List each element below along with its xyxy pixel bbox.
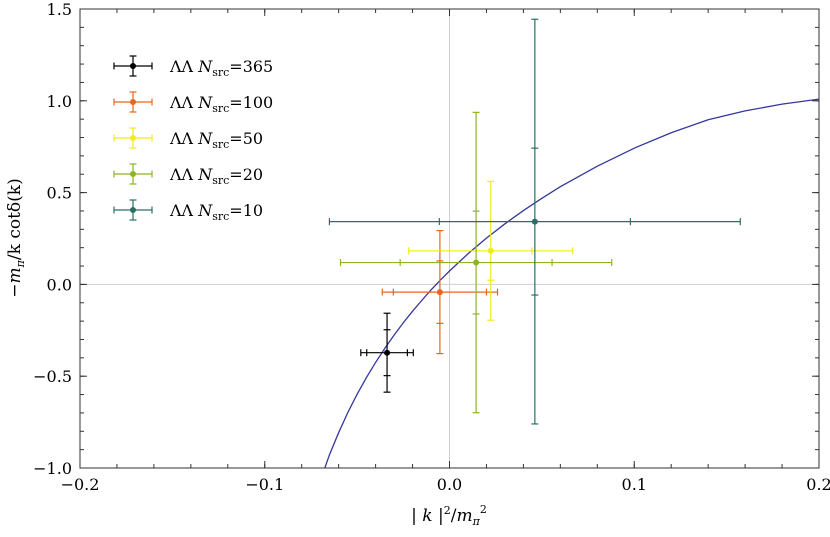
data-point — [384, 349, 391, 356]
x-tick-label: 0.1 — [622, 475, 647, 494]
legend-entry: ΛΛ Nsrc=365 — [113, 55, 273, 79]
x-axis-title-part: k — [422, 506, 432, 526]
legend-label-sub: src — [212, 174, 229, 187]
data-point-group — [328, 18, 741, 425]
fit-curve-layer — [324, 98, 820, 469]
x-axis-title-part: m — [456, 506, 472, 526]
y-tick-label: 1.5 — [47, 0, 72, 19]
y-tick-label: 0.5 — [47, 184, 72, 203]
legend-label-var: N — [197, 201, 213, 220]
y-axis-label: −mπ/k cotδ(k) — [5, 178, 27, 297]
y-axis-title-part: m — [5, 267, 25, 283]
y-tick-label: 1.0 — [47, 92, 72, 111]
y-axis-title-part: π — [14, 259, 27, 268]
x-axis-title-part: 2 — [444, 504, 451, 517]
y-tick-label: 0.0 — [47, 275, 72, 294]
y-axis-ticks: −1.0 −0.5 0.0 0.5 1.0 1.5 — [33, 0, 819, 478]
data-point — [531, 218, 538, 225]
x-axis-title-part: π — [472, 515, 481, 528]
data-points-layer — [328, 18, 741, 425]
legend-label-prefix: ΛΛ — [169, 93, 198, 112]
legend-marker — [130, 63, 136, 69]
legend-label-prefix: ΛΛ — [169, 201, 198, 220]
legend-label-value: =20 — [229, 165, 263, 184]
legend-label-prefix: ΛΛ — [169, 165, 198, 184]
legend-label: ΛΛ Nsrc=50 — [169, 129, 263, 151]
x-tick-label: 0.0 — [437, 475, 462, 494]
legend-label-var: N — [197, 57, 213, 76]
data-point — [436, 289, 443, 296]
legend-label-prefix: ΛΛ — [169, 57, 198, 76]
legend-label: ΛΛ Nsrc=20 — [169, 165, 263, 187]
x-tick-label: 0.2 — [806, 475, 830, 494]
legend-label-prefix: ΛΛ — [169, 129, 198, 148]
legend-label-sub: src — [212, 138, 229, 151]
legend-marker — [130, 207, 136, 213]
data-point-group — [408, 180, 574, 321]
x-axis-title-part: 2 — [480, 503, 487, 516]
data-point-group — [360, 312, 414, 393]
x-tick-label: −0.2 — [61, 475, 100, 494]
x-axis-ticks: −0.2 −0.1 0.0 0.1 0.2 — [61, 9, 830, 494]
legend-label-value: =50 — [229, 129, 263, 148]
data-point-group — [381, 230, 499, 355]
x-axis-title-part: | — [433, 506, 444, 526]
data-point — [487, 247, 494, 254]
x-tick-label: −0.1 — [245, 475, 284, 494]
y-axis-title: −mπ/k cotδ(k) — [5, 178, 27, 297]
legend-label-value: =10 — [229, 201, 263, 220]
x-axis-title-part: | — [411, 506, 422, 526]
data-point-group — [339, 111, 613, 414]
x-axis-title: | k |2/mπ2 — [411, 503, 487, 528]
y-axis-title-part: − — [5, 283, 25, 297]
y-axis-title-part: /k cotδ(k) — [5, 178, 25, 260]
legend-marker — [130, 99, 136, 105]
legend-entry: ΛΛ Nsrc=20 — [113, 163, 263, 187]
legend-label-sub: src — [212, 66, 229, 79]
legend-label-var: N — [197, 129, 213, 148]
legend-label-var: N — [197, 93, 213, 112]
x-axis-title-part: / — [451, 506, 457, 526]
legend-label: ΛΛ Nsrc=10 — [169, 201, 263, 223]
legend-entry: ΛΛ Nsrc=100 — [113, 91, 273, 115]
y-tick-label: −1.0 — [33, 459, 72, 478]
legend-label-sub: src — [212, 210, 229, 223]
legend-marker — [130, 135, 136, 141]
legend-label-var: N — [197, 165, 213, 184]
legend-label-value: =365 — [229, 57, 273, 76]
zero-reference-lines — [80, 9, 819, 468]
fit-curve — [324, 98, 820, 469]
legend-label-value: =100 — [229, 93, 273, 112]
legend-label-sub: src — [212, 102, 229, 115]
x-axis-label: | k |2/mπ2 — [411, 503, 487, 528]
data-point — [473, 259, 480, 266]
legend-entry: ΛΛ Nsrc=10 — [113, 199, 263, 223]
y-tick-label: −0.5 — [33, 367, 72, 386]
legend-label: ΛΛ Nsrc=100 — [169, 93, 273, 115]
legend-entry: ΛΛ Nsrc=50 — [113, 127, 263, 151]
legend-marker — [130, 171, 136, 177]
legend-label: ΛΛ Nsrc=365 — [169, 57, 273, 79]
